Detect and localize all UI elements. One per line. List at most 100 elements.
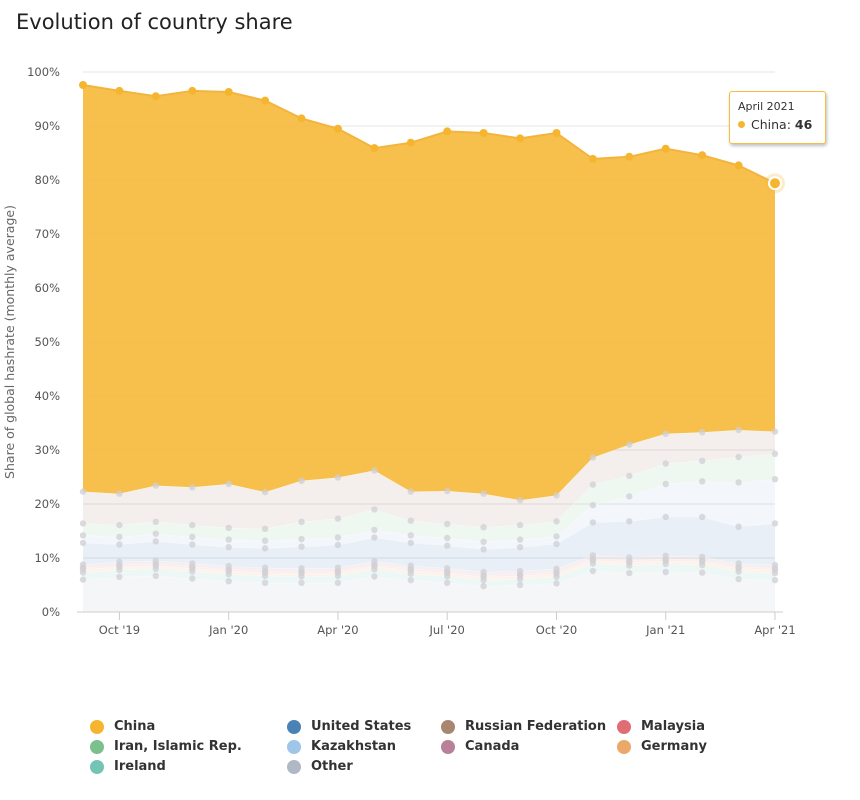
point-china[interactable] — [443, 127, 452, 136]
point-iran-islamic-rep-[interactable] — [480, 524, 487, 531]
point-other[interactable] — [189, 575, 196, 582]
point-china[interactable] — [224, 88, 233, 96]
point-iran-islamic-rep-[interactable] — [444, 520, 451, 528]
point-china[interactable] — [261, 96, 270, 105]
area-other[interactable] — [83, 571, 775, 612]
point-kazakhstan[interactable] — [298, 535, 305, 543]
point-russian-federation[interactable] — [189, 484, 196, 491]
point-united-states[interactable] — [771, 520, 779, 527]
point-united-states[interactable] — [735, 523, 742, 530]
point-kazakhstan[interactable] — [589, 501, 597, 509]
point-china[interactable] — [333, 124, 342, 133]
legend-item-kazakhstan[interactable]: Kazakhstan — [287, 739, 396, 754]
point-other[interactable] — [298, 579, 305, 586]
point-canada[interactable] — [79, 561, 87, 568]
legend-item-iran-islamic-rep-[interactable]: Iran, Islamic Rep. — [90, 739, 242, 754]
point-china[interactable] — [79, 81, 87, 89]
point-kazakhstan[interactable] — [516, 536, 524, 543]
point-canada[interactable] — [407, 562, 414, 569]
point-russian-federation[interactable] — [480, 490, 487, 497]
point-united-states[interactable] — [444, 542, 451, 549]
point-kazakhstan[interactable] — [116, 533, 123, 541]
point-other[interactable] — [261, 579, 269, 586]
point-china[interactable] — [625, 152, 634, 161]
point-united-states[interactable] — [334, 541, 342, 549]
point-iran-islamic-rep-[interactable] — [334, 515, 342, 522]
legend-item-united-states[interactable]: United States — [287, 719, 411, 734]
point-russian-federation[interactable] — [298, 477, 305, 484]
point-canada[interactable] — [699, 553, 706, 561]
point-canada[interactable] — [626, 554, 633, 561]
point-united-states[interactable] — [189, 541, 196, 548]
point-united-states[interactable] — [407, 539, 414, 547]
point-other[interactable] — [589, 567, 597, 575]
point-russian-federation[interactable] — [553, 492, 560, 499]
point-kazakhstan[interactable] — [699, 478, 706, 485]
point-kazakhstan[interactable] — [444, 534, 451, 542]
point-russian-federation[interactable] — [589, 454, 597, 461]
point-china[interactable] — [479, 129, 488, 137]
point-other[interactable] — [116, 573, 123, 581]
point-china[interactable] — [297, 114, 306, 123]
point-canada[interactable] — [516, 567, 524, 575]
point-iran-islamic-rep-[interactable] — [225, 524, 232, 531]
point-canada[interactable] — [480, 568, 487, 576]
point-iran-islamic-rep-[interactable] — [407, 517, 414, 524]
area-ireland[interactable] — [83, 563, 775, 587]
point-kazakhstan[interactable] — [480, 538, 487, 545]
point-united-states[interactable] — [371, 534, 378, 541]
point-china[interactable] — [516, 134, 525, 143]
point-other[interactable] — [407, 576, 414, 584]
point-other[interactable] — [516, 581, 524, 589]
legend-item-canada[interactable]: Canada — [441, 739, 519, 754]
point-canada[interactable] — [771, 561, 779, 569]
point-other[interactable] — [735, 575, 742, 583]
point-canada[interactable] — [116, 558, 123, 565]
point-kazakhstan[interactable] — [407, 532, 414, 539]
point-china[interactable] — [370, 144, 379, 153]
point-other[interactable] — [371, 573, 378, 580]
point-iran-islamic-rep-[interactable] — [371, 506, 378, 513]
point-iran-islamic-rep-[interactable] — [298, 518, 305, 525]
area-kazakhstan[interactable] — [83, 479, 775, 550]
point-kazakhstan[interactable] — [771, 476, 779, 483]
legend-item-other[interactable]: Other — [287, 759, 353, 774]
point-other[interactable] — [771, 576, 779, 584]
point-united-states[interactable] — [261, 545, 269, 552]
point-kazakhstan[interactable] — [152, 530, 159, 537]
point-russian-federation[interactable] — [334, 474, 342, 481]
legend-item-ireland[interactable]: Ireland — [90, 759, 166, 774]
point-russian-federation[interactable] — [225, 480, 232, 488]
point-united-states[interactable] — [516, 544, 524, 551]
point-canada[interactable] — [589, 552, 597, 559]
point-russian-federation[interactable] — [371, 467, 378, 474]
point-other[interactable] — [152, 572, 159, 579]
point-iran-islamic-rep-[interactable] — [261, 525, 269, 532]
point-united-states[interactable] — [116, 541, 123, 548]
point-canada[interactable] — [444, 565, 451, 572]
point-kazakhstan[interactable] — [225, 536, 232, 543]
point-russian-federation[interactable] — [444, 487, 451, 495]
point-united-states[interactable] — [553, 540, 560, 548]
point-iran-islamic-rep-[interactable] — [699, 457, 706, 464]
point-russian-federation[interactable] — [516, 497, 524, 504]
point-other[interactable] — [662, 568, 669, 576]
point-united-states[interactable] — [79, 539, 87, 547]
point-canada[interactable] — [225, 562, 232, 570]
point-china[interactable] — [188, 86, 197, 95]
point-iran-islamic-rep-[interactable] — [116, 521, 123, 529]
point-kazakhstan[interactable] — [79, 532, 87, 539]
point-united-states[interactable] — [298, 543, 305, 550]
point-china[interactable] — [698, 151, 707, 160]
point-kazakhstan[interactable] — [261, 537, 269, 544]
point-canada[interactable] — [298, 565, 305, 572]
area-iran-islamic-rep-[interactable] — [83, 453, 775, 542]
point-united-states[interactable] — [589, 519, 597, 526]
point-china[interactable] — [552, 129, 561, 137]
point-canada[interactable] — [735, 560, 742, 567]
point-canada[interactable] — [152, 557, 159, 564]
point-russian-federation[interactable] — [735, 426, 742, 434]
point-iran-islamic-rep-[interactable] — [553, 518, 560, 525]
point-kazakhstan[interactable] — [626, 493, 633, 500]
point-kazakhstan[interactable] — [334, 534, 342, 541]
